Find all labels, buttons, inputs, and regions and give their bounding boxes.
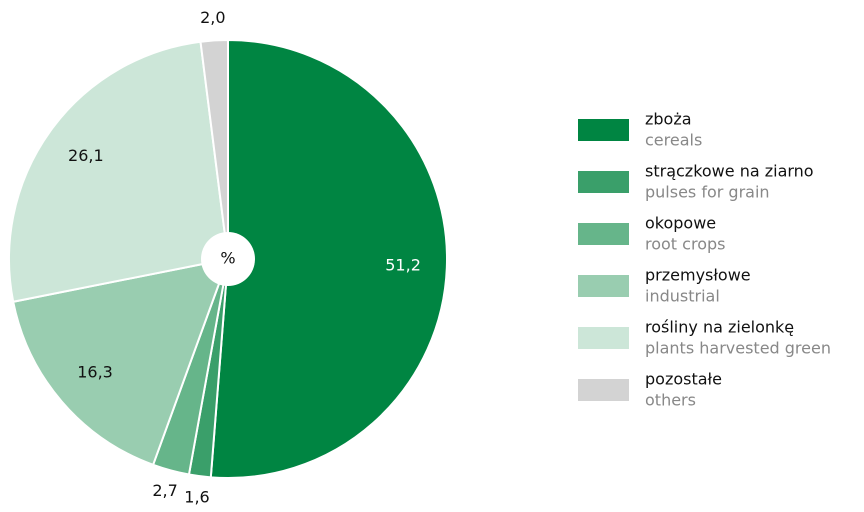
legend-label-en: pulses for grain xyxy=(645,183,770,202)
legend-label: zboża xyxy=(645,110,692,129)
value-label: 2,0 xyxy=(200,8,225,27)
legend-label: okopowe xyxy=(645,214,716,233)
legend-swatch xyxy=(578,171,629,193)
legend-label-en: root crops xyxy=(645,235,725,254)
legend-label: przemysłowe xyxy=(645,266,751,285)
legend-label-en: industrial xyxy=(645,287,720,306)
legend-swatch xyxy=(578,379,629,401)
legend-label-en: cereals xyxy=(645,131,702,150)
legend-swatch xyxy=(578,223,629,245)
pie-slice xyxy=(8,40,230,303)
pie-slice xyxy=(209,38,448,479)
legend-label: pozostałe xyxy=(645,370,722,389)
legend-label-en: plants harvested green xyxy=(645,339,831,358)
legend-swatch xyxy=(578,119,629,141)
legend-label-en: others xyxy=(645,391,696,410)
pie-slice xyxy=(12,257,230,467)
legend-label: strączkowe na ziarno xyxy=(645,162,814,181)
unit-label: % xyxy=(220,249,235,268)
value-label: 26,1 xyxy=(68,146,104,165)
value-label: 51,2 xyxy=(385,255,421,274)
legend-swatch xyxy=(578,327,629,349)
value-label: 16,3 xyxy=(77,363,113,382)
value-label: 2,7 xyxy=(152,481,177,500)
legend-label: rośliny na zielonkę xyxy=(645,318,794,337)
center-hole xyxy=(201,232,255,286)
value-label: 1,6 xyxy=(184,487,209,506)
pie-slice xyxy=(199,38,229,260)
legend-swatch xyxy=(578,275,629,297)
